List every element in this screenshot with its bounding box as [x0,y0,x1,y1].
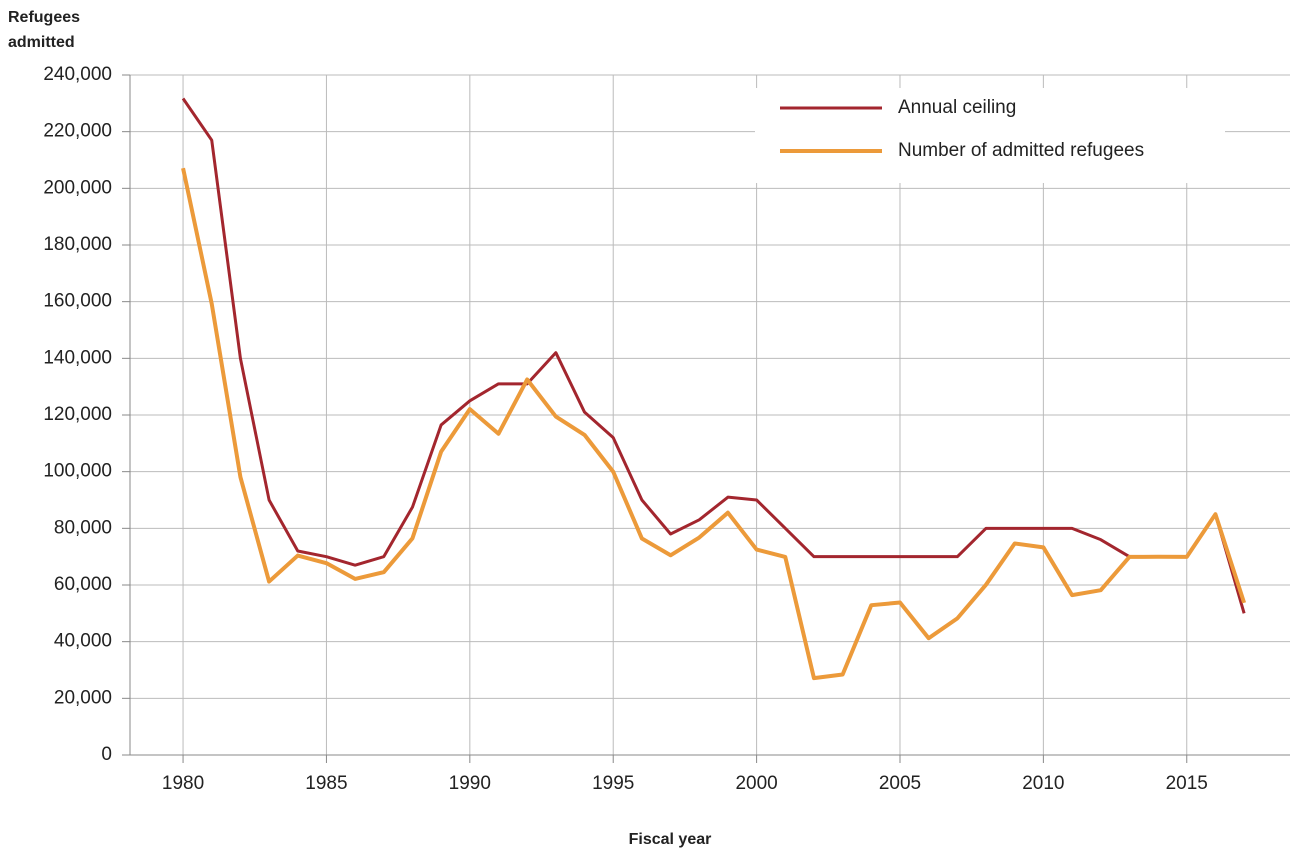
legend-box [755,88,1225,183]
y-tick-label: 140,000 [43,347,112,368]
x-tick-label: 2015 [1166,773,1208,794]
y-tick-label: 80,000 [54,517,112,538]
y-tick-label: 240,000 [43,64,112,85]
legend-label: Annual ceiling [898,97,1016,118]
series-line [181,167,1247,681]
y-tick-label: 60,000 [54,574,112,595]
y-tick-label: 220,000 [43,121,112,142]
series-line [181,97,1246,614]
x-tick-label: 1985 [305,773,347,794]
y-tick-label: 200,000 [43,177,112,198]
x-tick-label: 1995 [592,773,634,794]
y-axis-label: admitted [8,34,75,51]
x-tick-label: 2000 [735,773,777,794]
y-tick-label: 40,000 [54,631,112,652]
x-tick-label: 2010 [1022,773,1064,794]
y-tick-label: 120,000 [43,404,112,425]
y-tick-label: 180,000 [43,234,112,255]
y-axis-label: Refugees [8,9,80,26]
legend-label: Number of admitted refugees [898,140,1144,161]
x-tick-label: 2005 [879,773,921,794]
y-tick-label: 0 [101,744,112,765]
x-axis-label: Fiscal year [629,831,712,848]
x-tick-label: 1980 [162,773,204,794]
y-tick-label: 20,000 [54,687,112,708]
y-tick-label: 100,000 [43,461,112,482]
y-tick-label: 160,000 [43,291,112,312]
x-tick-label: 1990 [449,773,491,794]
